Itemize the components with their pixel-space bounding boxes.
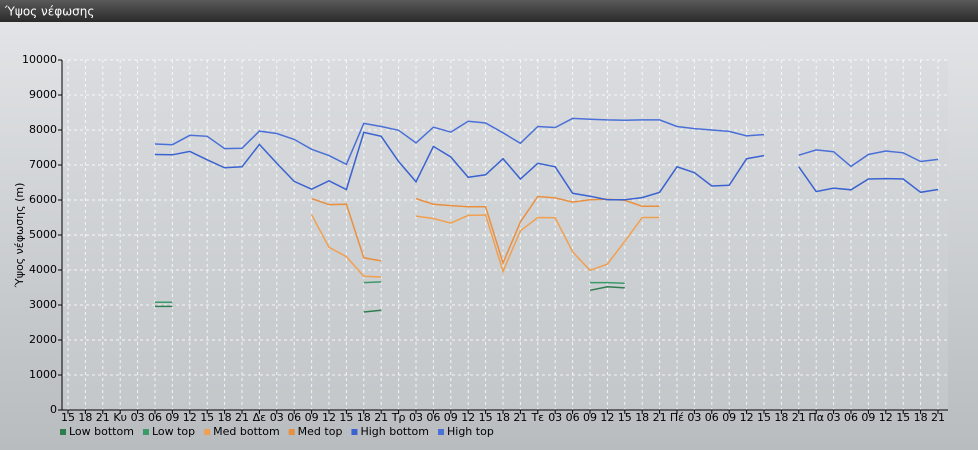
x-tick-label: 18: [774, 411, 788, 424]
y-tick-label: 3000: [29, 298, 57, 311]
x-tick-label: 12: [322, 411, 336, 424]
x-tick-label: Τρ: [391, 411, 406, 424]
x-tick-label: Τε: [530, 411, 544, 424]
series-line: [154, 117, 939, 168]
legend-label: Low bottom: [69, 425, 134, 438]
y-tick-label: 4000: [29, 263, 57, 276]
y-tick-label: 5000: [29, 228, 57, 241]
legend-swatch: [60, 429, 66, 435]
x-tick-label: 09: [305, 411, 319, 424]
x-tick-label: 03: [548, 411, 562, 424]
x-tick-label: 18: [218, 411, 232, 424]
x-tick-label: 15: [479, 411, 493, 424]
x-tick-label: 15: [200, 411, 214, 424]
x-tick-label: 15: [61, 411, 75, 424]
legend-label: Med bottom: [213, 425, 280, 438]
x-tick-label: 06: [426, 411, 440, 424]
x-tick-label: 03: [131, 411, 145, 424]
series-line: [155, 286, 625, 313]
x-tick-label: Δε: [253, 411, 267, 424]
legend-swatch: [204, 429, 211, 435]
x-tick-label: 06: [287, 411, 301, 424]
x-tick-label: Κυ: [113, 411, 127, 424]
x-tick-label: Πέ: [670, 411, 684, 424]
x-tick-label: 12: [183, 411, 197, 424]
legend-label: Low top: [152, 425, 195, 438]
legend-label: Med top: [298, 425, 343, 438]
x-tick-label: 21: [653, 411, 667, 424]
legend-swatch: [438, 429, 444, 435]
y-tick-label: 2000: [29, 333, 57, 346]
y-axis-label: Ύψος νέφωσης (m): [13, 183, 26, 289]
series-line: [155, 281, 625, 303]
x-tick-label: 21: [374, 411, 388, 424]
x-tick-label: 21: [931, 411, 945, 424]
x-tick-label: 21: [96, 411, 110, 424]
x-tick-label: 09: [165, 411, 179, 424]
x-tick-label: 12: [740, 411, 754, 424]
y-tick-label: 9000: [29, 88, 57, 101]
x-tick-label: 12: [600, 411, 614, 424]
x-tick-label: 06: [148, 411, 162, 424]
x-tick-label: 03: [687, 411, 701, 424]
x-tick-label: 06: [705, 411, 719, 424]
y-tick-label: 1000: [29, 368, 57, 381]
y-tick-label: 6000: [29, 193, 57, 206]
legend-label: High top: [447, 425, 494, 438]
x-tick-label: 18: [635, 411, 649, 424]
x-tick-label: 09: [722, 411, 736, 424]
x-tick-label: 21: [235, 411, 249, 424]
x-tick-label: 09: [444, 411, 458, 424]
series-line: [310, 214, 660, 278]
x-tick-label: Πα: [808, 411, 824, 424]
x-tick-label: 12: [879, 411, 893, 424]
series-line: [154, 131, 939, 201]
x-tick-label: 18: [357, 411, 371, 424]
legend-swatch: [288, 429, 295, 435]
x-tick-label: 03: [409, 411, 423, 424]
x-tick-label: 15: [618, 411, 632, 424]
x-tick-label: 09: [583, 411, 597, 424]
y-tick-label: 10000: [22, 53, 57, 66]
x-tick-label: 15: [339, 411, 353, 424]
legend-swatch: [142, 429, 149, 435]
x-tick-label: 09: [861, 411, 875, 424]
x-tick-label: 12: [461, 411, 475, 424]
x-tick-label: 03: [827, 411, 841, 424]
x-tick-label: 21: [513, 411, 527, 424]
legend-swatch: [351, 429, 358, 435]
legend-label: High bottom: [360, 425, 429, 438]
y-tick-label: 8000: [29, 123, 57, 136]
x-tick-label: 06: [566, 411, 580, 424]
title-bar: [0, 0, 978, 22]
x-tick-label: 18: [914, 411, 928, 424]
x-tick-label: 21: [792, 411, 806, 424]
chart-title: Ύψος νέφωσης: [4, 5, 94, 19]
x-tick-label: 18: [496, 411, 510, 424]
x-tick-label: 15: [757, 411, 771, 424]
x-tick-label: 03: [270, 411, 284, 424]
y-tick-label: 0: [50, 403, 57, 416]
x-tick-label: 15: [896, 411, 910, 424]
x-tick-label: 06: [844, 411, 858, 424]
y-tick-label: 7000: [29, 158, 57, 171]
x-tick-label: 18: [78, 411, 92, 424]
